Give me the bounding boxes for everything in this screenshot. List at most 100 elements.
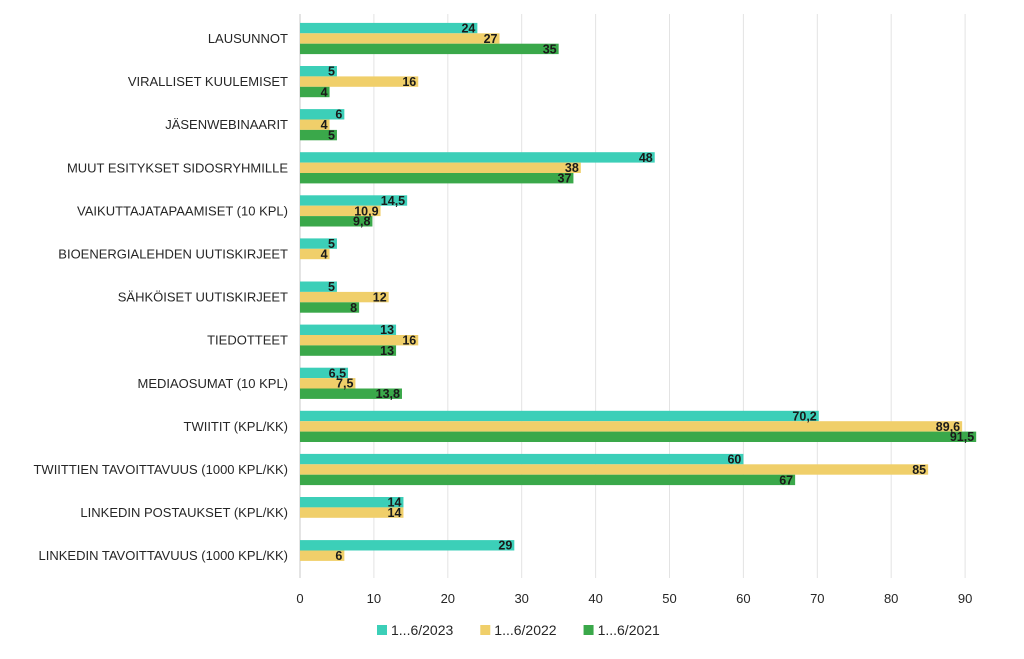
bar — [300, 22, 478, 34]
data-label: 13 — [380, 344, 394, 358]
bar — [300, 238, 337, 249]
category-label: LAUSUNNOT — [208, 31, 288, 46]
category-label: VIRALLISET KUULEMISET — [128, 74, 288, 89]
bar — [300, 152, 655, 163]
bar — [300, 378, 356, 389]
legend-swatch — [377, 625, 387, 635]
data-label: 4 — [321, 247, 328, 261]
bar — [300, 507, 404, 518]
bar — [300, 324, 397, 335]
bar — [300, 540, 515, 551]
bar — [300, 367, 349, 379]
bar — [300, 43, 559, 55]
bar — [300, 129, 337, 141]
data-label: 67 — [779, 473, 793, 487]
data-label: 24 — [461, 22, 475, 36]
bar — [300, 291, 389, 303]
data-label: 91,5 — [950, 430, 974, 444]
bar — [300, 388, 402, 399]
bar — [300, 335, 419, 346]
bar — [300, 497, 404, 508]
data-label: 60 — [727, 453, 741, 467]
data-label: 37 — [558, 172, 572, 186]
x-tick-label: 90 — [958, 591, 972, 606]
bar — [300, 195, 408, 206]
data-label: 16 — [402, 75, 416, 89]
legend-label: 1...6/2022 — [494, 622, 556, 638]
legend: 1...6/2023 1...6/2022 1...6/2021 — [377, 622, 660, 638]
category-label: TWIITIT (KPL/KK) — [184, 419, 289, 434]
bar — [300, 464, 929, 475]
category-label: BIOENERGIALEHDEN UUTISKIRJEET — [58, 247, 288, 262]
x-tick-label: 0 — [296, 591, 303, 606]
category-label: TWIITTIEN TAVOITTAVUUS (1000 KPL/KK) — [33, 462, 288, 477]
data-label: 8 — [350, 301, 357, 315]
data-label: 89,6 — [936, 420, 960, 434]
bar — [300, 162, 581, 173]
data-label: 14 — [388, 506, 402, 520]
data-label: 12 — [373, 291, 387, 305]
data-label: 6 — [335, 549, 342, 563]
data-label: 48 — [639, 151, 653, 165]
bar — [300, 302, 360, 313]
data-label: 16 — [402, 334, 416, 348]
bar — [300, 248, 330, 260]
x-axis-tick-labels: 0 10 20 30 40 50 60 70 80 90 — [296, 591, 972, 606]
legend-label: 1...6/2021 — [598, 622, 660, 638]
data-label: 85 — [912, 463, 926, 477]
data-label: 13 — [380, 323, 394, 337]
legend-label: 1...6/2023 — [391, 622, 453, 638]
bar — [300, 119, 330, 130]
bar — [300, 421, 963, 432]
bar — [300, 86, 330, 98]
data-label: 14 — [388, 496, 402, 510]
bar — [300, 33, 500, 44]
bar — [300, 345, 397, 356]
category-label: TIEDOTTEET — [207, 333, 288, 348]
bar — [300, 216, 373, 227]
x-tick-label: 30 — [514, 591, 528, 606]
data-label: 35 — [543, 42, 557, 56]
data-label: 27 — [484, 32, 498, 46]
data-label: 9,8 — [353, 215, 370, 229]
data-label: 5 — [328, 129, 335, 143]
x-tick-label: 80 — [884, 591, 898, 606]
data-label: 14,5 — [381, 194, 405, 208]
x-tick-label: 10 — [367, 591, 381, 606]
gridlines — [299, 14, 966, 578]
x-tick-label: 40 — [588, 591, 602, 606]
bar — [300, 173, 574, 184]
bar — [300, 550, 345, 561]
legend-swatch — [583, 625, 594, 635]
x-tick-label: 70 — [810, 591, 824, 606]
data-label: 5 — [328, 65, 335, 79]
category-label: VAIKUTTAJATAPAAMISET (10 KPL) — [77, 203, 288, 218]
data-label: 70,2 — [792, 409, 816, 423]
category-label: SÄHKÖISET UUTISKIRJEET — [118, 290, 288, 305]
data-labels: 242735516464548383714,510,99,85451281316… — [321, 22, 975, 564]
bar — [300, 453, 744, 465]
data-label: 5 — [328, 280, 335, 294]
category-label: LINKEDIN TAVOITTAVUUS (1000 KPL/KK) — [39, 548, 288, 563]
data-label: 4 — [321, 85, 328, 99]
data-label: 5 — [328, 237, 335, 251]
data-label: 6 — [335, 108, 342, 122]
data-label: 29 — [498, 539, 512, 553]
bar — [300, 474, 796, 486]
data-label: 6,5 — [329, 366, 346, 380]
data-label: 13,8 — [376, 387, 400, 401]
bar — [300, 205, 381, 217]
data-label: 4 — [321, 118, 328, 132]
data-label: 7,5 — [336, 377, 353, 391]
x-tick-label: 20 — [441, 591, 455, 606]
x-tick-label: 60 — [736, 591, 750, 606]
data-label: 38 — [565, 161, 579, 175]
bar — [300, 109, 345, 120]
bar — [300, 281, 337, 292]
legend-swatch — [480, 625, 491, 635]
category-label: MUUT ESITYKSET SIDOSRYHMILLE — [67, 160, 288, 175]
bars — [300, 22, 977, 561]
category-label: JÄSENWEBINAARIT — [165, 117, 288, 132]
bar — [300, 410, 819, 422]
